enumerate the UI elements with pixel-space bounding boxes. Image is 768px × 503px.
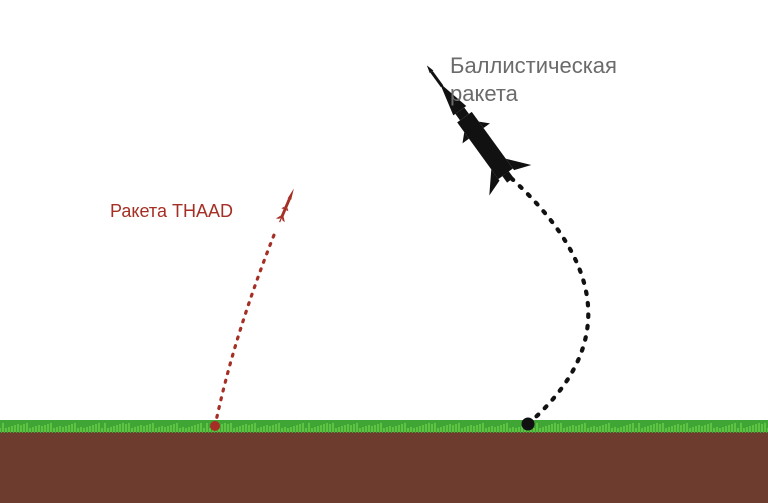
interceptor-trajectory — [215, 230, 276, 426]
ballistic-label: Баллистическая ракета — [450, 52, 617, 107]
diagram-svg — [0, 0, 768, 503]
interceptor-missile-icon — [275, 187, 298, 224]
grass-band — [0, 420, 768, 433]
soil — [0, 432, 768, 503]
diagram-stage: Ракета THAAD Баллистическая ракета — [0, 0, 768, 503]
interceptor-label: Ракета THAAD — [110, 200, 233, 223]
ballistic-trajectory — [502, 170, 588, 424]
